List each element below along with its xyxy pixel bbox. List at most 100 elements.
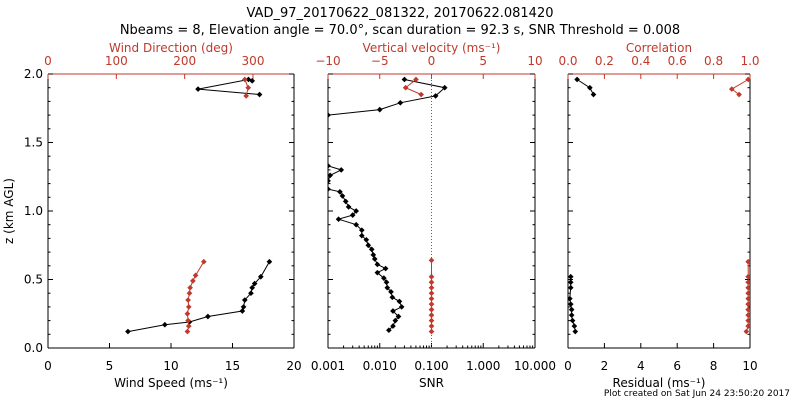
data-point: [745, 301, 750, 307]
data-point: [328, 178, 331, 184]
x-tick-label: 10: [742, 359, 757, 373]
data-point: [590, 91, 597, 98]
data-point: [374, 261, 381, 268]
data-point: [339, 193, 346, 199]
data-point: [745, 312, 750, 318]
data-point: [390, 323, 396, 329]
data-point: [432, 93, 439, 99]
data-point: [745, 279, 750, 286]
data-point: [358, 227, 365, 234]
series-line-black: [127, 78, 270, 333]
x-tick-label: 0.010: [363, 359, 397, 373]
data-point: [358, 232, 365, 239]
data-point: [428, 290, 435, 297]
data-point: [383, 279, 390, 286]
x-tick-label: 20: [286, 359, 301, 373]
data-point: [256, 91, 263, 98]
data-point: [390, 308, 396, 314]
data-point: [245, 84, 252, 91]
top-x-tick-label: 0.8: [704, 54, 723, 68]
series-line-black: [328, 79, 446, 331]
x-axis-label: Wind Speed (ms⁻¹): [114, 376, 228, 390]
data-point: [371, 256, 378, 262]
data-point: [184, 310, 191, 317]
data-point: [363, 236, 370, 243]
data-point: [568, 312, 575, 318]
data-point: [428, 295, 435, 302]
top-x-axis-label: Vertical velocity (ms⁻¹): [363, 41, 501, 55]
data-point: [239, 308, 246, 314]
data-point: [402, 84, 409, 91]
top-x-axis-label: Wind Direction (deg): [109, 41, 233, 55]
data-point: [568, 295, 573, 302]
data-point: [413, 76, 419, 83]
data-point: [428, 312, 435, 318]
x-tick-label: 0.100: [414, 359, 448, 373]
data-point: [745, 290, 750, 297]
x-tick-label: 0: [564, 359, 572, 373]
top-x-tick-label: 0.4: [631, 54, 650, 68]
x-tick-label: 2: [601, 359, 609, 373]
data-point: [382, 265, 389, 272]
series-group: [568, 76, 750, 335]
series-group: [328, 76, 448, 335]
data-point: [745, 258, 750, 265]
series-line-red: [186, 79, 249, 332]
data-point: [195, 86, 201, 92]
x-tick-label: 10.000: [514, 359, 556, 373]
panel-2: 0.001 0.010 0.100 1.000 10.000 SNR −10 −5 0 5 10 Ve…: [311, 41, 556, 390]
data-point: [428, 323, 435, 329]
top-x-tick-label: 0: [428, 54, 436, 68]
top-x-tick-label: −10: [315, 54, 340, 68]
x-axis-label: SNR: [419, 376, 444, 390]
top-x-tick-label: 0.6: [668, 54, 687, 68]
data-point: [568, 279, 574, 286]
data-point: [574, 76, 580, 83]
data-point: [368, 246, 375, 253]
panel-3: 0 2 4 6 8 10 Residual (ms⁻¹) 0.0 0.2 0.4 0.6 0.8 1.0…: [558, 41, 759, 390]
data-point: [745, 323, 750, 329]
data-point: [428, 306, 435, 313]
series-line-black: [569, 79, 594, 332]
data-point: [205, 313, 211, 320]
data-point: [745, 317, 750, 324]
data-point: [185, 323, 192, 329]
figure-subtitle: Nbeams = 8, Elevation angle = 70.0°, sca…: [120, 23, 680, 38]
data-point: [745, 76, 750, 83]
top-x-tick-label: 0.0: [558, 54, 577, 68]
data-point: [328, 172, 333, 179]
data-point: [365, 242, 372, 249]
data-point: [328, 112, 331, 118]
top-x-tick-label: 0: [44, 54, 52, 68]
data-point: [243, 93, 249, 99]
data-point: [428, 273, 435, 280]
data-point: [401, 76, 408, 83]
top-x-tick-label: 100: [105, 54, 128, 68]
data-point: [745, 273, 750, 280]
top-x-tick-label: 0.2: [595, 54, 614, 68]
data-point: [185, 304, 192, 310]
data-point: [249, 284, 256, 291]
data-point: [389, 294, 396, 301]
data-point: [192, 272, 199, 279]
data-point: [184, 328, 191, 335]
data-point: [392, 317, 399, 324]
series-group: [125, 76, 273, 335]
data-point: [257, 273, 264, 280]
data-point: [568, 306, 575, 313]
data-point: [568, 273, 574, 280]
y-axis-label: z (km AGL): [2, 178, 16, 244]
x-tick-label: 15: [225, 359, 240, 373]
top-x-tick-label: 200: [173, 54, 196, 68]
data-point: [745, 295, 750, 302]
top-x-tick-label: 300: [242, 54, 265, 68]
data-point: [328, 186, 331, 192]
data-point: [353, 221, 359, 228]
top-x-tick-label: 1.0: [740, 54, 759, 68]
data-point: [745, 306, 750, 313]
x-tick-label: 0.001: [311, 359, 345, 373]
plot-footer: Plot created on Sat Jun 24 23:50:20 2017: [604, 389, 790, 399]
data-point: [395, 313, 402, 320]
data-point: [428, 317, 435, 324]
